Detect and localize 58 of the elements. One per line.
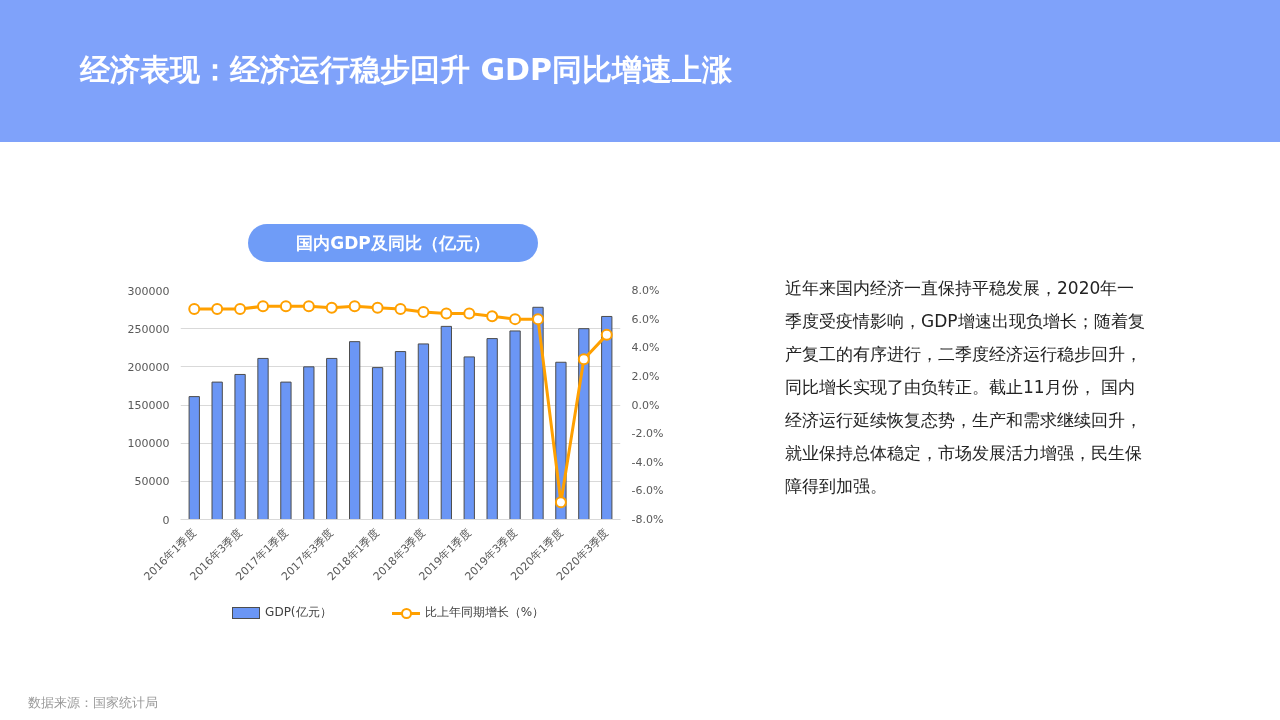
point: [486, 310, 499, 323]
legend-label: GDP(亿元）: [265, 605, 332, 619]
y-tick-label: 200000: [127, 360, 170, 374]
y-tick-label: 50000: [134, 475, 170, 489]
bar: [257, 357, 269, 520]
chart-title: 经济表现：经济运行稳步回升 GDP同比增速上涨: [80, 51, 732, 89]
bar: [486, 338, 498, 520]
point: [302, 300, 315, 313]
y2-tick-label: -2.0%: [631, 427, 664, 441]
source-note: 数据来源：国家统计局: [28, 694, 158, 712]
y2-tick-label: 0.0%: [631, 398, 660, 412]
point: [577, 353, 590, 366]
bar: [280, 381, 292, 520]
point: [188, 303, 201, 316]
y-tick-label: 100000: [127, 437, 170, 451]
point: [463, 307, 476, 320]
bar: [234, 373, 246, 520]
bar: [394, 351, 407, 520]
bar: [188, 396, 200, 520]
y-tick-label: 150000: [127, 399, 170, 412]
bar: [326, 357, 338, 520]
point: [257, 300, 269, 313]
point: [532, 313, 544, 326]
y2-tick-label: -6.0%: [631, 484, 664, 498]
y-tick-label: 300000: [127, 284, 170, 298]
y-tick-label: 250000: [127, 322, 170, 336]
legend-label: 比上年同期增长（%）: [424, 605, 545, 619]
bar: [371, 367, 384, 520]
point: [600, 328, 613, 341]
y2-tick-label: -8.0%: [631, 513, 664, 526]
bar: [440, 325, 452, 520]
text: 近年来国内经济一直保持平稳发展，2020年一季度受疫情影响，GDP增速出现负增长；随着复产复工的有序进行，二季度经济运行稳步回升，同比增长实现了由负转正。截止11月份， 国内经济运行延续恢复态势，生产和需求继续回升，就业保持总体稳定，市场发展活力增强，民生保障得到加强。: [785, 277, 1146, 498]
point: [394, 303, 407, 316]
y2-tick-label: 4.0%: [631, 341, 660, 355]
bar: [463, 356, 475, 520]
y-tick-label: 0: [162, 513, 170, 527]
point: [234, 303, 247, 316]
point: [211, 303, 224, 316]
point: [371, 301, 384, 314]
y2-tick-label: 6.0%: [631, 312, 660, 326]
point: [417, 305, 430, 318]
y2-tick-label: -4.0%: [631, 455, 664, 469]
point: [279, 300, 292, 313]
point: [440, 307, 453, 320]
bar: [532, 306, 544, 520]
bar: [349, 341, 361, 520]
bar: [417, 343, 430, 520]
bar: [303, 366, 315, 520]
point: [554, 496, 567, 509]
y2-tick-label: 8.0%: [631, 284, 660, 297]
chart-subtitle: 国内GDP及同比（亿元）: [248, 224, 538, 262]
point: [348, 300, 361, 313]
y2-tick-label: 2.0%: [631, 369, 660, 383]
point: [509, 313, 522, 326]
bar: [601, 315, 613, 520]
bar: [509, 330, 521, 520]
point: [325, 301, 338, 314]
bar: [211, 381, 223, 520]
